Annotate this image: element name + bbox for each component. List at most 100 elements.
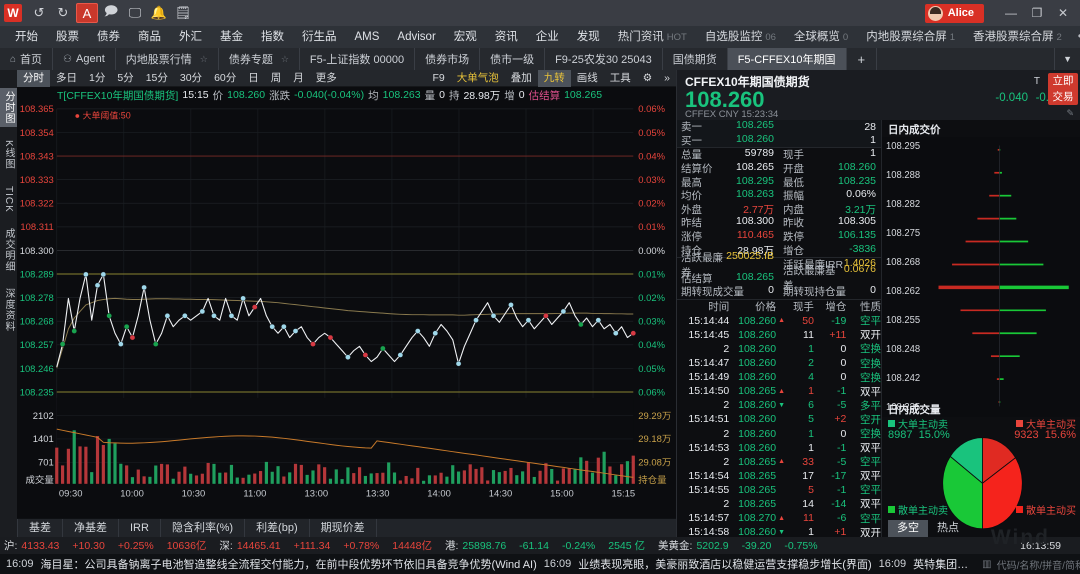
- edit-icon[interactable]: ✎: [1066, 108, 1074, 118]
- tape-row[interactable]: 15:14:54 108.265 17 -17 双平: [677, 469, 881, 483]
- add-tab-button[interactable]: +: [847, 48, 878, 70]
- tape-row[interactable]: 15:14:51 108.260 5 +2 空开: [677, 412, 881, 426]
- minimize-button[interactable]: —: [1005, 6, 1017, 20]
- rail-item-3[interactable]: 成交明细: [3, 228, 14, 273]
- menu-item-3[interactable]: 商品: [138, 31, 161, 43]
- tab-5[interactable]: 债券市场: [415, 48, 481, 70]
- basis-tab-3[interactable]: 隐含利率(%): [161, 518, 246, 538]
- period-9[interactable]: 月: [293, 71, 304, 84]
- tool-4[interactable]: 画线: [576, 71, 598, 84]
- tape-row[interactable]: 15:14:45 108.260 11 +11 双开: [677, 328, 881, 342]
- tab-2[interactable]: 内地股票行情 ☆: [116, 48, 219, 70]
- news-text-1[interactable]: 业绩表现亮眼，美豪丽致酒店以稳健运营支撑稳步增长(界面): [578, 559, 872, 571]
- tape-row[interactable]: 15:14:57 108.270 ▲ 11 -6 空平: [677, 511, 881, 525]
- rail-item-1[interactable]: K线图: [3, 140, 14, 170]
- tape-row[interactable]: 2 108.260 1 0 空换: [677, 342, 881, 356]
- redo-icon[interactable]: ↻: [57, 5, 69, 20]
- menu-item-4[interactable]: 外汇: [179, 31, 202, 43]
- tape-row[interactable]: 15:14:44 108.260 ▲ 50 -19 空平: [677, 314, 881, 328]
- rail-item-4[interactable]: 深度资料: [3, 288, 14, 333]
- menu-item-13[interactable]: 发现: [576, 31, 600, 43]
- bell-icon[interactable]: 🔔: [150, 5, 168, 20]
- period-6[interactable]: 60分: [214, 71, 237, 84]
- basis-tab-1[interactable]: 净基差: [63, 518, 119, 538]
- tape-row[interactable]: 2 108.260 1 0 空换: [677, 426, 881, 441]
- intraday-chart[interactable]: 108.365 0.06% 108.354 0.05% 108.343 0.04% 108.…: [17, 103, 676, 518]
- menu-item-7[interactable]: 衍生品: [302, 31, 337, 43]
- menu-item-12[interactable]: 企业: [535, 31, 559, 43]
- close-button[interactable]: ✕: [1057, 6, 1069, 20]
- star-icon[interactable]: ☆: [280, 53, 289, 64]
- trade-now-button[interactable]: 立即 交易: [1048, 73, 1078, 105]
- tab-8[interactable]: 国债期货: [663, 48, 728, 70]
- menu-item-10[interactable]: 宏观: [453, 31, 477, 43]
- pie-slice-2[interactable]: [942, 455, 983, 530]
- tape-row[interactable]: 15:14:58 108.260 ▼ 1 +1 双开: [677, 525, 881, 539]
- chart-icon[interactable]: ▥: [982, 558, 992, 570]
- tab-4[interactable]: F5-上证指数 00000: [300, 48, 416, 70]
- news-text-2[interactable]: 英特集团…: [913, 559, 969, 571]
- gear-icon[interactable]: ⚙: [642, 71, 653, 84]
- menu-item-2[interactable]: 债券: [97, 31, 120, 43]
- tape-row[interactable]: 15:14:47 108.260 2 0 空换: [677, 356, 881, 370]
- pie-slice-1[interactable]: [982, 457, 1023, 530]
- basis-tab-2[interactable]: IRR: [119, 518, 161, 538]
- menu-item-1[interactable]: 股票: [56, 31, 79, 43]
- tool-0[interactable]: F9: [432, 71, 445, 84]
- menu-item-6[interactable]: 指数: [261, 31, 284, 43]
- tool-3[interactable]: 九转: [537, 69, 571, 87]
- menu-item-8[interactable]: AMS: [354, 31, 380, 43]
- menu-item-5[interactable]: 基金: [220, 31, 243, 43]
- tape-row[interactable]: 15:14:49 108.260 4 0 空换: [677, 370, 881, 384]
- news-text-0[interactable]: 海目星：公司具备钠离子电池智造整线全流程交付能力，在前中段优势环节依旧具备竞争优…: [40, 559, 537, 571]
- tape-row[interactable]: 2 108.260 ▼ 6 -5 多平: [677, 398, 881, 412]
- menu-right-3[interactable]: 内地股票综合屏 1: [866, 30, 956, 43]
- period-3[interactable]: 5分: [117, 71, 134, 84]
- basis-tab-5[interactable]: 期现价差: [310, 518, 377, 538]
- tool-1[interactable]: 大单气泡: [456, 71, 499, 84]
- chevron-right-icon[interactable]: »: [664, 71, 670, 84]
- tape-row[interactable]: 15:14:53 108.260 1 -1 双平: [677, 441, 881, 455]
- keyboard-icon[interactable]: 🗒: [174, 5, 192, 20]
- tab-1[interactable]: ⚇ Agent: [53, 48, 116, 70]
- undo-icon[interactable]: ↺: [33, 5, 45, 20]
- menu-more-icon[interactable]: •••: [1071, 31, 1080, 43]
- tab-0[interactable]: ⌂ 首页: [0, 48, 54, 70]
- screen-icon[interactable]: 🖵: [128, 5, 142, 20]
- volume-tab-1[interactable]: 热点: [937, 521, 959, 534]
- menu-right-2[interactable]: 全球概览 0: [793, 30, 849, 43]
- menu-right-1[interactable]: 自选股监控 06: [704, 30, 776, 43]
- maximize-button[interactable]: ❐: [1031, 6, 1043, 20]
- tool-2[interactable]: 叠加: [510, 71, 532, 84]
- rail-item-0[interactable]: 分时图: [0, 88, 17, 127]
- menu-right-4[interactable]: 香港股票综合屏 2: [973, 30, 1062, 43]
- translate-icon[interactable]: A: [76, 3, 98, 23]
- tape-row[interactable]: 15:14:55 108.265 5 -1 空平: [677, 483, 881, 497]
- tab-6[interactable]: 债市一级: [480, 48, 546, 70]
- tool-5[interactable]: 工具: [609, 71, 631, 84]
- tape-row[interactable]: 2 108.265 14 -14 双平: [677, 497, 881, 511]
- star-icon[interactable]: ☆: [199, 53, 208, 64]
- period-1[interactable]: 多日: [56, 71, 77, 84]
- period-2[interactable]: 1分: [89, 71, 106, 84]
- tab-7[interactable]: F9-25农发30 25043: [545, 48, 663, 70]
- pie-slice-3[interactable]: [949, 437, 983, 485]
- tab-3[interactable]: 债券专题 ☆: [219, 48, 300, 70]
- period-4[interactable]: 15分: [145, 71, 168, 84]
- menu-item-0[interactable]: 开始: [15, 31, 38, 43]
- user-chip[interactable]: Alice: [924, 3, 984, 23]
- menu-item-9[interactable]: Advisor: [397, 31, 436, 43]
- tape-row[interactable]: 15:14:50 108.265 ▲ 1 -1 双平: [677, 384, 881, 398]
- volume-tab-0[interactable]: 多空: [888, 519, 928, 537]
- chat-icon[interactable]: 🗩: [103, 3, 119, 18]
- tab-overflow-caret-icon[interactable]: ▼: [1063, 54, 1072, 64]
- period-10[interactable]: 更多: [315, 71, 337, 84]
- basis-tab-4[interactable]: 利差(bp): [245, 518, 310, 538]
- period-0[interactable]: 分时: [17, 69, 50, 87]
- period-5[interactable]: 30分: [179, 71, 203, 84]
- wind-logo-icon[interactable]: W: [4, 4, 22, 22]
- period-7[interactable]: 日: [248, 71, 259, 84]
- period-8[interactable]: 周: [270, 71, 282, 84]
- basis-tab-0[interactable]: 基差: [17, 518, 63, 538]
- trade-tape[interactable]: 时间 价格 现手 增仓 性质 15:14:44 108.260 ▲ 50 -19 空平 15:14:…: [677, 298, 881, 539]
